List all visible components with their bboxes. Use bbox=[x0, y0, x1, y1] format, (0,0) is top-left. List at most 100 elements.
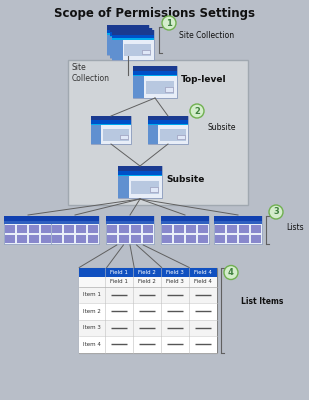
Bar bbox=[52, 235, 62, 243]
Text: Item 4: Item 4 bbox=[83, 342, 101, 347]
Circle shape bbox=[190, 104, 204, 118]
Bar bbox=[133, 75, 177, 76]
Bar bbox=[133, 71, 177, 75]
Text: Lists: Lists bbox=[286, 224, 304, 232]
Bar bbox=[4, 216, 52, 244]
Text: Field 4: Field 4 bbox=[194, 270, 212, 274]
Bar bbox=[88, 235, 98, 243]
Bar bbox=[79, 276, 217, 286]
Text: Field 3: Field 3 bbox=[166, 270, 184, 274]
Bar bbox=[103, 129, 129, 141]
Bar bbox=[51, 221, 99, 224]
Bar bbox=[119, 235, 129, 243]
Bar bbox=[239, 225, 249, 233]
Bar bbox=[133, 66, 177, 98]
Bar bbox=[215, 235, 225, 243]
Bar bbox=[79, 286, 217, 303]
Bar bbox=[91, 125, 101, 144]
Bar bbox=[227, 225, 237, 233]
Bar bbox=[51, 216, 99, 244]
Bar bbox=[29, 235, 39, 243]
Bar bbox=[160, 129, 186, 141]
Bar bbox=[148, 125, 158, 144]
Bar bbox=[143, 225, 153, 233]
Bar bbox=[131, 181, 159, 194]
Bar bbox=[150, 188, 158, 192]
Text: Field 1: Field 1 bbox=[110, 270, 128, 274]
Bar bbox=[120, 134, 128, 139]
Circle shape bbox=[224, 266, 238, 280]
Bar bbox=[215, 225, 225, 233]
Bar bbox=[76, 235, 86, 243]
Bar bbox=[174, 225, 184, 233]
Bar bbox=[109, 32, 151, 36]
Text: Field 1: Field 1 bbox=[110, 279, 128, 284]
Bar bbox=[107, 25, 149, 55]
Bar bbox=[41, 225, 51, 233]
Bar bbox=[79, 336, 217, 352]
Bar bbox=[5, 235, 15, 243]
Text: Item 1: Item 1 bbox=[83, 292, 101, 297]
Bar bbox=[131, 235, 141, 243]
Text: List Items: List Items bbox=[241, 298, 283, 306]
Text: Top-level: Top-level bbox=[181, 76, 226, 84]
Bar bbox=[79, 268, 217, 352]
Text: Field 2: Field 2 bbox=[138, 270, 156, 274]
Bar bbox=[162, 225, 172, 233]
Bar bbox=[91, 124, 131, 125]
Bar bbox=[122, 41, 149, 54]
Bar bbox=[161, 221, 209, 224]
Text: Site
Collection: Site Collection bbox=[72, 63, 110, 83]
Bar bbox=[4, 221, 52, 224]
Bar bbox=[52, 225, 62, 233]
Bar bbox=[137, 45, 146, 49]
Bar bbox=[148, 116, 188, 144]
Text: Site Collection: Site Collection bbox=[179, 32, 234, 40]
Text: Field 3: Field 3 bbox=[166, 279, 184, 284]
Bar bbox=[109, 36, 151, 37]
Bar bbox=[118, 166, 162, 171]
Bar bbox=[148, 116, 188, 120]
Bar bbox=[198, 235, 208, 243]
Bar bbox=[214, 221, 262, 224]
Bar bbox=[76, 225, 86, 233]
Bar bbox=[107, 235, 117, 243]
Text: Field 4: Field 4 bbox=[194, 279, 212, 284]
Bar bbox=[133, 76, 144, 98]
Bar bbox=[161, 216, 209, 244]
Bar bbox=[107, 33, 149, 35]
Bar bbox=[91, 120, 131, 124]
Bar bbox=[186, 235, 196, 243]
Bar bbox=[17, 225, 27, 233]
Bar bbox=[41, 235, 51, 243]
Bar bbox=[91, 116, 131, 144]
Bar bbox=[107, 25, 149, 30]
Text: 1: 1 bbox=[166, 18, 172, 28]
Bar bbox=[131, 225, 141, 233]
Bar bbox=[106, 221, 154, 224]
Bar bbox=[112, 30, 154, 60]
Bar bbox=[174, 235, 184, 243]
Text: Item 3: Item 3 bbox=[83, 325, 101, 330]
Bar bbox=[118, 176, 129, 198]
Bar bbox=[64, 235, 74, 243]
Bar bbox=[140, 48, 148, 52]
Bar bbox=[239, 235, 249, 243]
Bar bbox=[64, 225, 74, 233]
Bar bbox=[119, 225, 129, 233]
Bar bbox=[107, 30, 149, 33]
Bar bbox=[146, 81, 174, 94]
Text: 4: 4 bbox=[228, 268, 234, 277]
Bar bbox=[214, 216, 262, 221]
Bar bbox=[142, 50, 150, 54]
Text: Scope of Permissions Settings: Scope of Permissions Settings bbox=[53, 7, 255, 20]
Bar bbox=[119, 39, 146, 51]
Bar bbox=[161, 216, 209, 221]
Bar bbox=[79, 303, 217, 320]
Bar bbox=[106, 216, 154, 221]
Bar bbox=[109, 28, 151, 32]
Bar bbox=[4, 216, 52, 221]
Bar bbox=[5, 225, 15, 233]
Bar bbox=[162, 235, 172, 243]
Text: 3: 3 bbox=[273, 208, 279, 216]
